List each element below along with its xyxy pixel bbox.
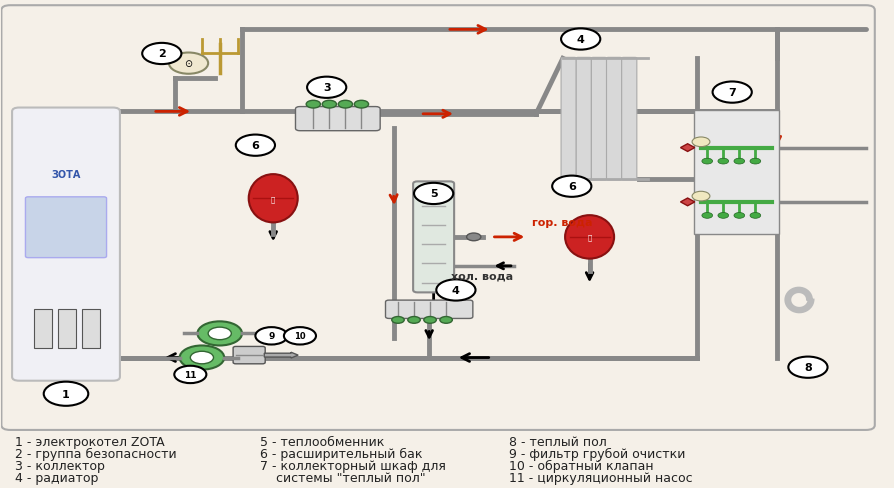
Circle shape — [718, 159, 729, 164]
Text: 7: 7 — [729, 88, 736, 98]
Circle shape — [436, 280, 476, 301]
Text: 8 - теплый пол: 8 - теплый пол — [510, 435, 607, 448]
Text: 3 - коллектор: 3 - коллектор — [15, 459, 105, 472]
Circle shape — [236, 135, 275, 157]
Circle shape — [142, 44, 181, 65]
FancyBboxPatch shape — [58, 309, 76, 348]
Text: 1: 1 — [62, 389, 70, 399]
Text: 6 - расширительный бак: 6 - расширительный бак — [260, 447, 422, 460]
Circle shape — [552, 176, 591, 198]
Circle shape — [392, 317, 404, 324]
Circle shape — [692, 138, 710, 147]
Circle shape — [692, 192, 710, 202]
Text: 3: 3 — [323, 83, 331, 93]
Text: 1 - электрокотел ZOTA: 1 - электрокотел ZOTA — [15, 435, 164, 448]
Text: системы "теплый пол": системы "теплый пол" — [260, 471, 426, 484]
Text: 4: 4 — [577, 35, 585, 45]
Text: хол. вода: хол. вода — [451, 271, 513, 281]
Circle shape — [561, 29, 600, 51]
Text: 7 - коллекторный шкаф для: 7 - коллекторный шкаф для — [260, 459, 446, 472]
Circle shape — [734, 213, 745, 219]
FancyBboxPatch shape — [694, 111, 780, 234]
FancyBboxPatch shape — [606, 58, 621, 181]
Text: 6: 6 — [251, 141, 259, 151]
Circle shape — [190, 351, 214, 364]
Text: ⬛: ⬛ — [271, 196, 275, 202]
FancyBboxPatch shape — [2, 6, 875, 430]
Circle shape — [467, 234, 481, 241]
Text: ЗОТА: ЗОТА — [51, 170, 80, 180]
Circle shape — [338, 101, 352, 109]
FancyBboxPatch shape — [296, 107, 380, 131]
Text: ⊙: ⊙ — [184, 59, 192, 69]
Text: 10 - обратный клапан: 10 - обратный клапан — [510, 459, 654, 472]
Text: 2: 2 — [158, 49, 165, 60]
Ellipse shape — [249, 175, 298, 223]
Circle shape — [284, 327, 316, 345]
FancyBboxPatch shape — [561, 58, 577, 181]
Circle shape — [734, 159, 745, 164]
Text: гор. вода: гор. вода — [532, 218, 592, 228]
Circle shape — [354, 101, 368, 109]
FancyBboxPatch shape — [591, 58, 606, 181]
Circle shape — [718, 213, 729, 219]
Text: 5: 5 — [430, 189, 437, 199]
Circle shape — [174, 366, 207, 384]
FancyBboxPatch shape — [621, 58, 637, 181]
Text: 8: 8 — [804, 363, 812, 372]
Text: 9 - фильтр грубой очистки: 9 - фильтр грубой очистки — [510, 447, 686, 460]
FancyBboxPatch shape — [577, 58, 591, 181]
Circle shape — [44, 382, 89, 406]
Circle shape — [256, 327, 288, 345]
Circle shape — [702, 213, 713, 219]
FancyBboxPatch shape — [13, 108, 120, 381]
Circle shape — [750, 159, 761, 164]
FancyBboxPatch shape — [34, 309, 52, 348]
Text: 6: 6 — [568, 182, 576, 192]
Circle shape — [414, 183, 453, 204]
Circle shape — [713, 82, 752, 103]
Circle shape — [198, 322, 242, 346]
Text: 9: 9 — [268, 332, 274, 341]
Text: 10: 10 — [294, 332, 306, 341]
Text: 2 - группа безопасности: 2 - группа безопасности — [15, 447, 176, 460]
Text: 5 - теплообменник: 5 - теплообменник — [260, 435, 384, 448]
FancyArrow shape — [265, 352, 299, 358]
Circle shape — [789, 357, 828, 378]
Circle shape — [322, 101, 336, 109]
Circle shape — [306, 101, 320, 109]
Circle shape — [424, 317, 436, 324]
FancyBboxPatch shape — [413, 182, 454, 293]
Circle shape — [702, 159, 713, 164]
FancyBboxPatch shape — [233, 347, 266, 364]
Ellipse shape — [565, 216, 614, 259]
FancyBboxPatch shape — [385, 301, 473, 319]
Circle shape — [440, 317, 452, 324]
Text: ⬛: ⬛ — [587, 234, 592, 241]
Circle shape — [169, 53, 208, 75]
Circle shape — [180, 346, 224, 370]
Text: 11: 11 — [184, 370, 197, 379]
Text: 4: 4 — [452, 285, 460, 295]
Circle shape — [408, 317, 420, 324]
FancyBboxPatch shape — [82, 309, 100, 348]
Circle shape — [307, 78, 346, 99]
Text: 11 - циркуляционный насос: 11 - циркуляционный насос — [510, 471, 693, 484]
Circle shape — [750, 213, 761, 219]
Circle shape — [208, 327, 232, 340]
FancyBboxPatch shape — [25, 198, 106, 258]
Text: 4 - радиатор: 4 - радиатор — [15, 471, 98, 484]
